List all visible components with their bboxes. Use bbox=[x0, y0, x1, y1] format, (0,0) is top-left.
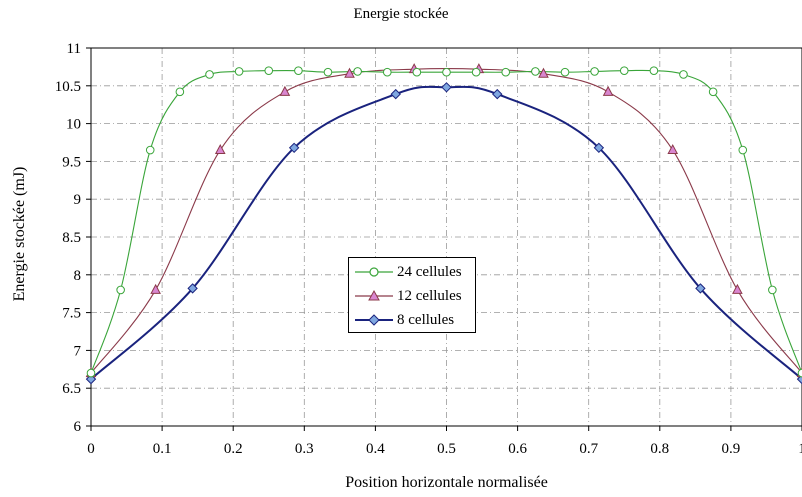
data-point-24-cellules bbox=[679, 70, 688, 79]
y-axis-label: Energie stockée (mJ) bbox=[11, 166, 28, 302]
y-tick-label: 10.5 bbox=[55, 79, 81, 95]
data-point-24-cellules bbox=[86, 368, 96, 378]
data-point-24-cellules bbox=[234, 67, 244, 76]
data-point-12-cellules bbox=[214, 143, 226, 155]
legend-label-24: 24 cellules bbox=[397, 263, 462, 280]
data-point-24-cellules bbox=[145, 145, 155, 155]
data-point-24-cellules bbox=[323, 67, 333, 77]
data-point-24-cellules bbox=[531, 67, 540, 76]
data-point-24-cellules bbox=[175, 87, 185, 97]
y-tick-label: 11 bbox=[67, 41, 81, 57]
data-point-24-cellules bbox=[382, 67, 392, 77]
data-point-24-cellules bbox=[708, 87, 718, 97]
x-tick-label: 1 bbox=[798, 441, 802, 457]
x-tick-label: 0 bbox=[87, 441, 95, 457]
data-point-12-cellules bbox=[538, 67, 549, 78]
chart-title: Energie stockée bbox=[353, 6, 449, 22]
x-tick-label: 0.5 bbox=[437, 441, 456, 457]
x-tick-label: 0.2 bbox=[224, 441, 243, 457]
y-tick-label: 8.5 bbox=[62, 230, 81, 246]
data-point-24-cellules bbox=[264, 66, 274, 75]
grid-lines bbox=[91, 48, 802, 426]
y-tick-label: 9 bbox=[74, 192, 82, 208]
data-point-24-cellules bbox=[619, 66, 629, 75]
data-point-8-cellules bbox=[695, 283, 706, 294]
data-point-24-cellules bbox=[649, 66, 659, 75]
data-point-24-cellules bbox=[294, 66, 303, 75]
data-point-24-cellules bbox=[205, 70, 214, 79]
data-point-8-cellules bbox=[492, 88, 503, 100]
y-tick-label: 6 bbox=[74, 419, 82, 435]
data-point-24-cellules bbox=[738, 145, 748, 155]
legend-swatch-24 bbox=[355, 267, 393, 277]
x-tick-label: 0.9 bbox=[722, 441, 741, 457]
x-tick-label: 0.1 bbox=[153, 441, 172, 457]
data-point-24-cellules bbox=[501, 67, 511, 77]
legend-label-8: 8 cellules bbox=[397, 311, 455, 328]
data-point-12-cellules bbox=[732, 283, 743, 294]
legend-item-24: 24 cellules bbox=[349, 260, 475, 284]
legend-item-8: 8 cellules bbox=[349, 308, 475, 332]
y-tick-label: 9.5 bbox=[62, 154, 81, 170]
legend-swatch-12 bbox=[355, 289, 393, 301]
data-point-24-cellules bbox=[412, 67, 422, 77]
legend-item-12: 12 cellules bbox=[349, 284, 475, 308]
x-tick-label: 0.7 bbox=[579, 441, 598, 457]
data-point-12-cellules bbox=[279, 85, 291, 96]
data-point-12-cellules bbox=[667, 143, 679, 155]
legend: 24 cellules 12 cellules 8 cellules bbox=[348, 257, 476, 333]
data-point-24-cellules bbox=[442, 67, 451, 77]
x-tick-label: 0.3 bbox=[295, 441, 314, 457]
data-point-24-cellules bbox=[590, 67, 599, 76]
data-point-8-cellules bbox=[288, 142, 300, 153]
data-point-24-cellules bbox=[116, 285, 125, 295]
x-tick-label: 0.4 bbox=[366, 441, 385, 457]
data-point-8-cellules bbox=[593, 142, 605, 153]
data-point-24-cellules bbox=[353, 67, 362, 76]
y-tick-label: 7 bbox=[74, 343, 82, 359]
x-axis-label: Position horizontale normalisée bbox=[345, 474, 548, 491]
y-tick-label: 10 bbox=[66, 117, 81, 133]
y-tick-label: 8 bbox=[74, 268, 82, 284]
axis-ticks: 6 6.5 7 7.5 8 8.5 9 9.5 10 10.5 11 0 0.1 0.2 0.3 0.4 0.5… bbox=[55, 41, 802, 457]
legend-label-12: 12 cellules bbox=[397, 287, 462, 304]
data-point-8-cellules bbox=[187, 283, 198, 294]
series-markers bbox=[85, 63, 802, 385]
data-point-24-cellules bbox=[471, 67, 481, 77]
data-point-12-cellules bbox=[344, 67, 355, 78]
data-point-24-cellules bbox=[797, 368, 802, 378]
x-tick-label: 0.6 bbox=[508, 441, 527, 457]
data-point-12-cellules bbox=[150, 283, 161, 294]
data-point-24-cellules bbox=[560, 67, 570, 77]
y-tick-label: 7.5 bbox=[62, 306, 81, 322]
data-point-8-cellules bbox=[390, 88, 401, 100]
data-point-8-cellules bbox=[441, 82, 452, 93]
data-point-24-cellules bbox=[768, 285, 777, 295]
data-point-12-cellules bbox=[602, 85, 614, 96]
x-tick-label: 0.8 bbox=[650, 441, 669, 457]
legend-swatch-8 bbox=[355, 314, 393, 326]
y-tick-label: 6.5 bbox=[62, 381, 81, 397]
